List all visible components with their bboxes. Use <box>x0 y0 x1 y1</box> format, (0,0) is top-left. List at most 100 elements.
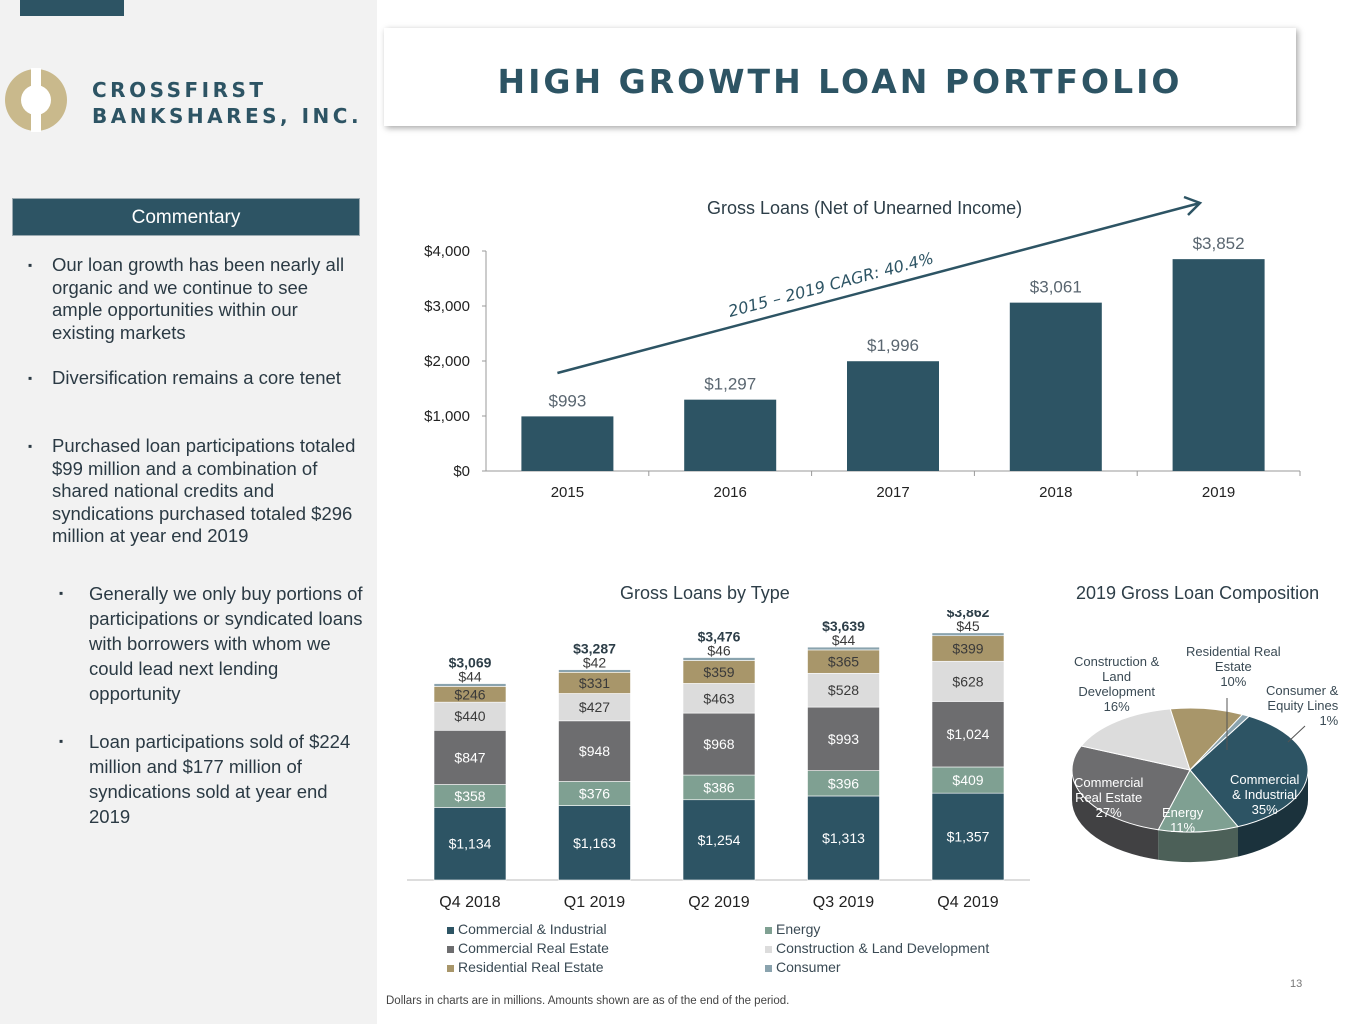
legend-swatch <box>447 927 454 934</box>
title-banner: HIGH GROWTH LOAN PORTFOLIO <box>384 28 1296 126</box>
stacked-segment-energy <box>558 781 631 806</box>
commentary-bullet-1: ▪ Our loan growth has been nearly all or… <box>28 254 345 343</box>
stacked-segment-construction-land-development <box>682 683 756 714</box>
pie-slice-commercial-real-estate <box>1071 745 1191 831</box>
stack-total-label: $3,639 <box>822 618 865 634</box>
segment-value-label: $628 <box>952 673 983 689</box>
y-tick-label: $2,000 <box>424 353 470 370</box>
y-tick-label: $3,000 <box>424 298 470 315</box>
segment-value-label: $427 <box>579 699 610 715</box>
cagr-annotation: 2015 – 2019 CAGR: 40.4% <box>726 248 935 321</box>
stacked-segment-consumer <box>682 657 756 661</box>
pie-label-cre: Commercial Real Estate 27% <box>1074 775 1144 820</box>
pie-slice-residential-real-estate <box>1169 707 1244 771</box>
segment-value-label: $1,134 <box>449 836 492 852</box>
gross-loans-bar-chart: $0 $1,000 $2,000 $3,000 $4,000 $993 2015 $1,297… <box>424 195 1301 501</box>
segment-value-label: $331 <box>579 675 610 691</box>
segment-value-label: $948 <box>579 743 610 759</box>
stack-total-label: $3,069 <box>449 655 492 671</box>
left-panel <box>0 0 377 1024</box>
legend-swatch <box>447 965 454 972</box>
segment-value-label: $42 <box>583 655 607 671</box>
pie-side-energy <box>1158 826 1238 862</box>
bar-value-label: $1,996 <box>867 336 919 355</box>
x-tick-label: 2016 <box>714 484 747 501</box>
x-tick-label: Q4 2019 <box>937 894 998 911</box>
segment-value-label: $396 <box>828 775 859 791</box>
stacked-segment-energy <box>682 774 756 801</box>
pie-label-rre: Residential Real Estate 10% <box>1186 644 1281 689</box>
legend-item-cld: Construction & Land Development <box>765 940 989 956</box>
pie-side-commercial-industrial <box>1237 770 1308 857</box>
arrow-head-icon <box>1183 195 1203 216</box>
segment-value-label: $968 <box>703 736 734 752</box>
commentary-bullet-2: ▪ Diversification remains a core tenet <box>28 367 341 388</box>
crossfirst-logo-icon <box>4 68 68 137</box>
x-tick-label: 2017 <box>876 484 909 501</box>
brand-name-line2: BANKSHARES, INC. <box>92 104 363 128</box>
pie-slice-energy <box>1157 769 1239 833</box>
x-tick-label: 2015 <box>551 484 584 501</box>
bar-2018 <box>1009 302 1102 471</box>
segment-value-label: $399 <box>952 640 983 656</box>
bar-2017 <box>847 361 939 471</box>
segment-value-label: $376 <box>579 786 610 802</box>
stacked-segment-construction-land-development <box>433 701 507 731</box>
top-accent-bar <box>20 0 124 16</box>
legend-swatch <box>447 946 454 953</box>
segment-value-label: $46 <box>707 643 731 659</box>
legend-item-energy: Energy <box>765 921 820 937</box>
stacked-segment-consumer <box>807 646 880 651</box>
y-tick-label: $0 <box>453 463 470 480</box>
stacked-segment-consumer <box>558 669 631 673</box>
segment-value-label: $440 <box>454 708 485 724</box>
segment-value-label: $45 <box>956 618 980 634</box>
x-tick-label: 2018 <box>1039 484 1072 501</box>
segment-value-label: $1,254 <box>698 832 741 848</box>
x-tick-label: Q4 2018 <box>439 894 500 911</box>
stacked-segment-energy <box>931 766 1005 794</box>
segment-value-label: $365 <box>828 654 859 670</box>
y-tick-label: $4,000 <box>424 243 470 260</box>
y-tick-label: $1,000 <box>424 408 470 425</box>
stack-total-label: $3,862 <box>947 610 990 620</box>
segment-value-label: $44 <box>458 669 482 685</box>
segment-value-label: $1,024 <box>947 726 990 742</box>
segment-value-label: $1,163 <box>573 835 616 851</box>
commentary-bullet-3: ▪ Purchased loan participations totaled … <box>28 435 356 547</box>
pie-slice-commercial-industrial <box>1189 715 1309 828</box>
page-title: HIGH GROWTH LOAN PORTFOLIO <box>497 62 1183 101</box>
bullet-square-icon: ▪ <box>28 258 33 272</box>
stacked-segment-construction-land-development <box>558 693 631 722</box>
pie-side-commercial-real-estate <box>1072 770 1159 860</box>
legend-item-ci: Commercial & Industrial <box>447 921 607 937</box>
bullet-square-icon: ▪ <box>59 734 64 748</box>
segment-value-label: $246 <box>454 686 485 702</box>
composition-chart-title: 2019 Gross Loan Composition <box>1076 583 1320 603</box>
stacked-segment-commercial-real-estate <box>931 701 1005 768</box>
commentary-header: Commentary <box>12 198 360 236</box>
stack-total-label: $3,287 <box>573 641 616 657</box>
stacked-segment-residential-real-estate <box>931 635 1005 662</box>
stacked-segment-commercial-real-estate <box>807 706 880 771</box>
bar-value-label: $3,852 <box>1193 234 1245 253</box>
segment-value-label: $463 <box>703 690 734 706</box>
legend-item-cre: Commercial Real Estate <box>447 940 609 956</box>
pie-leader-line <box>1287 725 1306 743</box>
stacked-segment-construction-land-development <box>931 660 1005 702</box>
bullet-square-icon: ▪ <box>59 586 64 600</box>
segment-value-label: $386 <box>703 779 734 795</box>
stacked-segment-consumer <box>931 632 1005 637</box>
pie-label-consumer: Consumer & Equity Lines 1% <box>1266 683 1339 728</box>
pie-label-cld: Construction & Land Development 16% <box>1074 654 1160 714</box>
legend-item-consumer: Consumer <box>765 959 841 975</box>
stacked-segment-commercial-industrial <box>558 805 631 881</box>
stacked-segment-commercial-real-estate <box>682 712 756 776</box>
stacked-segment-commercial-industrial <box>433 807 507 881</box>
segment-value-label: $44 <box>832 632 856 648</box>
pie-label-energy: Energy 11% <box>1162 805 1204 835</box>
x-tick-label: Q3 2019 <box>813 894 874 911</box>
bar-value-label: $993 <box>548 391 586 410</box>
loans-by-type-chart-title: Gross Loans by Type <box>620 583 790 603</box>
